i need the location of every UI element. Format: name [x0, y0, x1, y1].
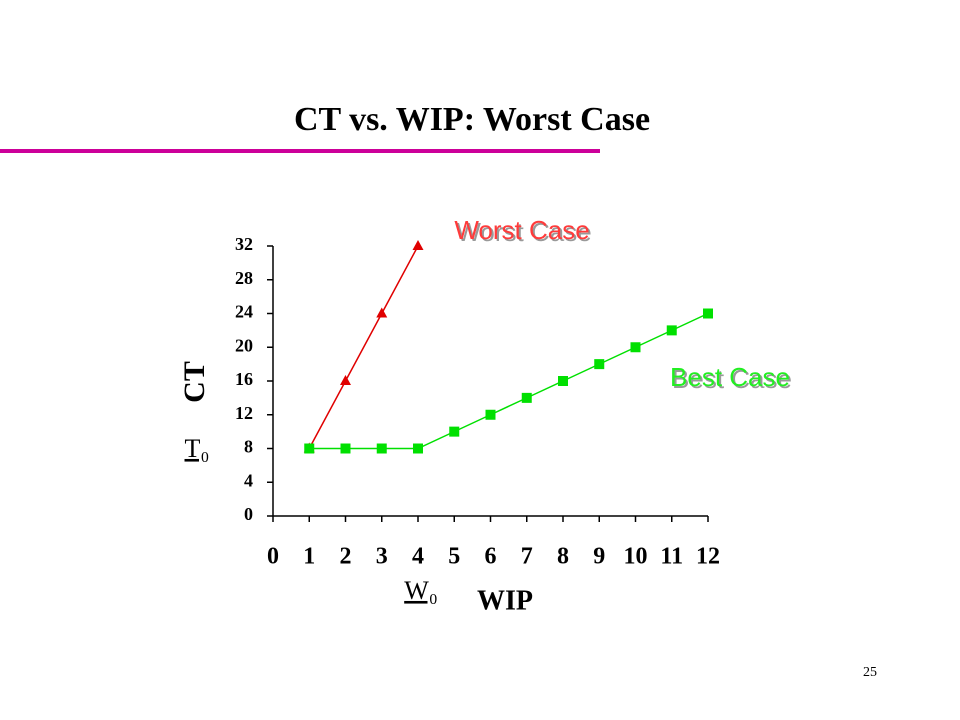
x-tick-label: 7	[521, 544, 533, 570]
page-number: 25	[863, 665, 877, 680]
marker	[304, 443, 315, 454]
y-tick-label: 24	[235, 302, 253, 322]
x-tick-label: 8	[557, 544, 569, 570]
y-tick-label: 28	[235, 268, 253, 288]
y-tick-label: 4	[244, 470, 253, 490]
y-tick-label: 20	[235, 335, 253, 355]
series-label: Best Case	[670, 362, 790, 392]
marker	[413, 443, 423, 454]
marker	[485, 409, 496, 420]
y-tick-label: 32	[235, 234, 253, 254]
marker	[412, 240, 424, 250]
x-tick-label: 6	[485, 544, 497, 570]
x-tick-label: 12	[696, 544, 720, 570]
marker	[558, 376, 568, 386]
annotation: T₀	[185, 434, 210, 463]
x-tick-label: 2	[340, 544, 352, 570]
x-tick-label: 1	[303, 544, 315, 570]
x-tick-label: 3	[376, 544, 388, 570]
marker	[630, 342, 641, 353]
x-tick-label: 10	[624, 544, 648, 570]
marker	[376, 443, 387, 454]
marker	[594, 359, 605, 370]
marker	[703, 308, 713, 319]
marker	[449, 426, 460, 437]
y-axis-label: CT	[178, 361, 211, 403]
series-label-shadow: Worst Case	[456, 217, 591, 247]
y-tick-label: 0	[244, 504, 253, 524]
y-tick-label: 8	[244, 437, 253, 457]
slide-title: CT vs. WIP: Worst Case	[294, 101, 650, 138]
marker	[376, 307, 388, 318]
marker	[666, 325, 677, 336]
marker	[521, 392, 532, 403]
x-tick-label: 11	[660, 544, 683, 570]
x-tick-label: 9	[593, 544, 605, 570]
annotation: W₀	[404, 576, 438, 605]
x-tick-label: 5	[448, 544, 460, 570]
series-line	[308, 245, 419, 449]
series-label: Worst Case	[454, 215, 589, 245]
x-tick-label: 4	[412, 544, 424, 570]
y-tick-label: 16	[235, 369, 253, 389]
marker	[340, 375, 351, 385]
x-tick-label: 0	[267, 544, 279, 570]
y-tick-label: 12	[235, 403, 253, 423]
marker	[340, 443, 351, 454]
series-label-shadow: Best Case	[672, 364, 792, 394]
x-axis-label: WIP	[477, 585, 533, 616]
series-line	[309, 312, 709, 450]
